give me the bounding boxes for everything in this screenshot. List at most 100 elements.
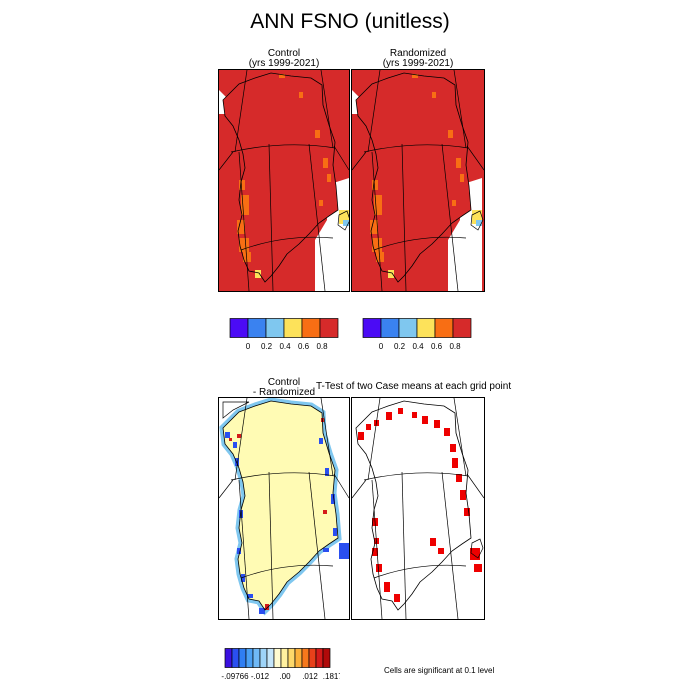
margin-cell xyxy=(299,92,303,98)
margin-cell xyxy=(239,238,249,252)
colorbar-tick-label: .00 xyxy=(279,672,291,681)
significant-cell xyxy=(444,428,450,436)
negative-cell xyxy=(239,510,243,518)
meridian-north-east xyxy=(320,398,334,477)
low-cell xyxy=(388,270,394,278)
margin-cell xyxy=(376,252,384,262)
diff-interior xyxy=(223,401,338,610)
colorbar-box xyxy=(266,648,275,668)
diff-title-line1: Control xyxy=(267,377,301,388)
colorbar-tick-label: 0.4 xyxy=(412,342,424,351)
negative-cell xyxy=(235,458,239,466)
meridian-north-west xyxy=(367,398,381,481)
page-title: ANN FSNO (unitless) xyxy=(250,10,450,33)
meridian-far-east xyxy=(333,145,349,171)
significant-cell xyxy=(372,548,378,556)
colorbar-tick-label: 0.6 xyxy=(431,342,443,351)
meridian-far-west xyxy=(219,479,234,499)
colorbar-tick-label: 0.8 xyxy=(449,342,461,351)
meridian-east xyxy=(308,143,326,291)
colorbar-tick-label: -.09766 xyxy=(221,672,249,681)
meridian-far-west xyxy=(352,151,367,171)
colorbar-box xyxy=(287,648,296,668)
negative-cell xyxy=(237,548,241,554)
low-cell xyxy=(472,210,482,224)
colorbar-box xyxy=(280,648,289,668)
margin-cell xyxy=(374,195,382,215)
ttest-panel-title: T-Test of two Case means at each grid po… xyxy=(316,381,512,392)
negative-cell xyxy=(247,594,253,598)
colorbar-tick-label: 0 xyxy=(246,342,251,351)
margin-cell xyxy=(319,200,323,206)
colorbar-box xyxy=(245,648,254,668)
negative-cell xyxy=(331,494,335,504)
negative-cell xyxy=(325,468,329,476)
significant-cell xyxy=(470,548,480,560)
randomized-colorbar: 0 0.2 0.4 0.6 0.8 xyxy=(361,318,473,355)
significant-cell xyxy=(474,564,482,572)
meridian-north-west xyxy=(234,70,248,153)
significant-cell xyxy=(456,474,462,482)
positive-cell xyxy=(229,438,232,441)
coastal-margin xyxy=(370,74,464,262)
significant-cell xyxy=(394,594,400,602)
significant-cell xyxy=(464,508,470,516)
margin-cell xyxy=(241,195,249,215)
greenland-coastline xyxy=(222,400,339,611)
margin-cell xyxy=(239,180,245,190)
colorbar-box xyxy=(247,318,267,338)
negative-cell xyxy=(333,528,337,536)
colorbar-box xyxy=(301,318,321,338)
low-cell xyxy=(343,220,349,226)
colorbar-box xyxy=(273,648,282,668)
greenland-fill xyxy=(223,73,338,282)
colorbar-box xyxy=(231,648,240,668)
colorbar-tick-label: 0.8 xyxy=(316,342,328,351)
low-cell xyxy=(255,270,261,278)
diff-title-line2: - Randomized xyxy=(252,387,316,398)
coastal-low-cells xyxy=(255,210,349,278)
greenland-fill xyxy=(356,73,471,282)
significant-cell xyxy=(460,490,466,500)
latitude-line-north xyxy=(230,472,336,481)
snow-cover-map xyxy=(352,70,484,291)
latitude-line-north xyxy=(363,144,469,153)
colorbar-box xyxy=(229,318,249,338)
meridian-center xyxy=(268,143,274,291)
colorbar-tick-label: 0.2 xyxy=(394,342,406,351)
colorbar-tick-label: 0.6 xyxy=(298,342,310,351)
margin-cell xyxy=(372,238,382,252)
colorbar-tick-label: .18174 xyxy=(323,672,340,681)
negative-cell xyxy=(241,574,245,582)
meridian-far-east xyxy=(466,145,484,171)
significant-cell xyxy=(358,432,364,440)
island-coastline xyxy=(470,538,484,559)
difference-map xyxy=(219,398,349,619)
significant-cell xyxy=(384,582,390,592)
meridian-west xyxy=(371,479,383,619)
significant-cell xyxy=(438,548,444,554)
negative-cell xyxy=(225,432,230,438)
island-coastline xyxy=(470,210,484,231)
margin-cell xyxy=(327,174,331,182)
meridian-center xyxy=(401,143,407,291)
colorbar-box xyxy=(319,318,339,338)
margin-cell xyxy=(448,130,453,138)
margin-cell xyxy=(432,92,436,98)
meridian-far-west xyxy=(219,151,234,171)
control-panel-title: Control (yrs 1999-2021) xyxy=(214,49,354,69)
colorbar-box xyxy=(259,648,268,668)
margin-cell xyxy=(315,130,320,138)
latitude-line-north xyxy=(230,144,336,153)
colorbar-svg: -.09766-.012 .00 .012 .18174 xyxy=(221,648,340,681)
margin-cell xyxy=(370,220,378,234)
randomized-map xyxy=(351,69,485,292)
low-cell xyxy=(339,210,349,224)
latitude-line-north xyxy=(363,472,469,481)
colorbar-box xyxy=(398,318,418,338)
meridian-west xyxy=(238,151,250,291)
significant-cell xyxy=(434,420,440,428)
colorbar-box xyxy=(362,318,382,338)
colorbar-box xyxy=(416,318,436,338)
diff-map xyxy=(218,397,350,620)
